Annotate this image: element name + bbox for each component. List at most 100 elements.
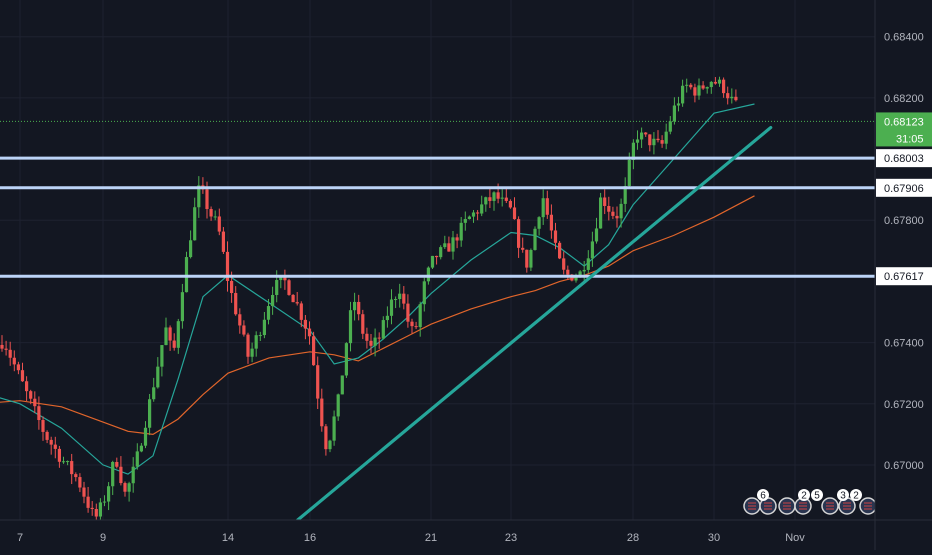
candle-body bbox=[234, 293, 238, 315]
candle-body bbox=[504, 197, 508, 201]
event-flag-icon[interactable] bbox=[743, 497, 761, 515]
candle-down bbox=[521, 237, 525, 253]
candle-down bbox=[377, 332, 381, 349]
candle-up bbox=[107, 482, 111, 511]
candle-up bbox=[254, 331, 258, 357]
candle-up bbox=[340, 375, 344, 395]
candle-down bbox=[209, 206, 213, 221]
candle-body bbox=[463, 219, 467, 223]
flag-stripes bbox=[764, 502, 772, 510]
candle-up bbox=[271, 286, 275, 315]
candle-body bbox=[726, 93, 730, 99]
x-tick-label: 16 bbox=[304, 532, 316, 544]
candle-body bbox=[373, 337, 377, 346]
candle-down bbox=[611, 206, 615, 220]
candle-down bbox=[29, 389, 33, 405]
level-price-badge[interactable] bbox=[876, 178, 932, 197]
candle-down bbox=[307, 321, 312, 345]
candle-body bbox=[664, 131, 668, 144]
event-flag-icon[interactable] bbox=[778, 497, 796, 515]
candle-up bbox=[541, 189, 545, 225]
time-axis[interactable] bbox=[0, 520, 932, 550]
candle-body bbox=[652, 138, 656, 146]
candle-down bbox=[0, 335, 4, 352]
candle-down bbox=[217, 208, 221, 236]
candle-body bbox=[262, 319, 266, 336]
candle-up bbox=[422, 277, 426, 312]
candle-body bbox=[123, 483, 127, 492]
candle-body bbox=[709, 81, 713, 88]
level-price-badge[interactable] bbox=[876, 267, 932, 286]
candle-down bbox=[172, 333, 176, 351]
event-flag-icon[interactable] bbox=[859, 497, 877, 515]
candle-body bbox=[295, 302, 299, 304]
candle-body bbox=[184, 257, 189, 293]
candle-body bbox=[148, 399, 152, 428]
candle-body bbox=[328, 440, 332, 450]
candle-down bbox=[414, 321, 418, 330]
candle-body bbox=[217, 216, 221, 232]
candle-body bbox=[12, 357, 16, 365]
level-price-badge[interactable] bbox=[876, 149, 932, 168]
candle-body bbox=[205, 189, 209, 210]
candle-body bbox=[521, 247, 525, 250]
candle-down bbox=[410, 318, 414, 334]
candle-up bbox=[619, 198, 623, 228]
candle-body bbox=[299, 303, 303, 320]
candle-body bbox=[135, 451, 139, 467]
candle-body bbox=[635, 139, 640, 143]
candle-up bbox=[279, 277, 283, 289]
candle-body bbox=[582, 269, 586, 272]
candle-down bbox=[558, 240, 562, 260]
candle-body bbox=[312, 336, 316, 366]
candle-down bbox=[435, 255, 439, 265]
candle-down bbox=[25, 376, 29, 402]
candle-body bbox=[594, 228, 599, 242]
y-tick-label: 0.67200 bbox=[884, 399, 924, 411]
candle-body bbox=[422, 281, 426, 305]
candle-down bbox=[455, 233, 459, 249]
candle-body bbox=[443, 243, 447, 248]
y-tick-label: 0.67000 bbox=[884, 460, 924, 472]
trendline[interactable] bbox=[296, 125, 773, 522]
candle-body bbox=[361, 314, 365, 334]
candle-down bbox=[447, 236, 451, 252]
candle-down bbox=[369, 334, 373, 354]
candle-body bbox=[406, 303, 410, 322]
candle-body bbox=[426, 267, 430, 282]
candle-body bbox=[484, 197, 488, 205]
event-count-badge bbox=[798, 489, 810, 501]
candle-up bbox=[180, 283, 184, 329]
candle-body bbox=[20, 370, 25, 382]
candle-body bbox=[139, 445, 143, 452]
candle-up bbox=[533, 226, 537, 251]
event-flag-icon[interactable] bbox=[821, 497, 839, 515]
candle-up bbox=[623, 177, 627, 213]
candle-body bbox=[365, 333, 369, 341]
candle-body bbox=[623, 186, 627, 204]
candle-body bbox=[156, 366, 160, 388]
candle-body bbox=[107, 486, 111, 502]
drawings[interactable] bbox=[0, 120, 875, 522]
candle-down bbox=[545, 190, 549, 219]
candle-down bbox=[517, 216, 521, 258]
candle-down bbox=[615, 206, 619, 228]
candle-body bbox=[57, 448, 61, 462]
candle-body bbox=[193, 207, 197, 241]
candle-up bbox=[184, 251, 189, 293]
candle-body bbox=[590, 241, 594, 259]
current-price-badge bbox=[876, 112, 932, 147]
candle-body bbox=[180, 292, 184, 322]
y-tick-label: 0.68400 bbox=[884, 32, 924, 44]
y-tick-label: 0.67400 bbox=[884, 338, 924, 350]
candle-down bbox=[476, 210, 480, 221]
candle-up bbox=[143, 421, 148, 449]
event-count-label: 3 bbox=[840, 491, 846, 502]
candle-body bbox=[660, 140, 664, 144]
candle-body bbox=[238, 314, 242, 326]
candle-body bbox=[398, 293, 402, 300]
candle-up bbox=[439, 245, 443, 260]
